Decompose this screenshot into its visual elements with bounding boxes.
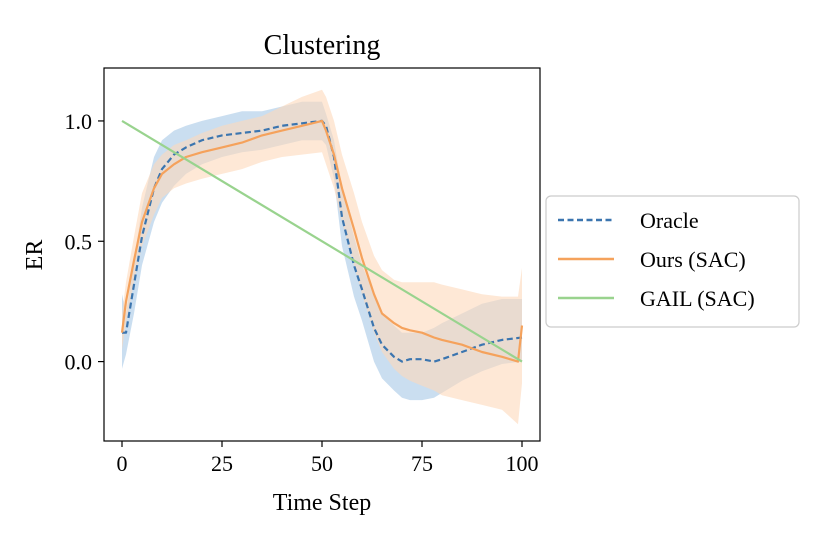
legend: Oracle Ours (SAC) GAIL (SAC) xyxy=(546,196,799,327)
chart-title: Clustering xyxy=(264,30,381,61)
x-axis-label: Time Step xyxy=(273,490,371,516)
y-tick-label: 0.0 xyxy=(65,350,93,375)
x-tick-label: 25 xyxy=(211,451,233,476)
x-tick-label: 50 xyxy=(311,451,333,476)
gail-sac-line xyxy=(122,121,522,362)
clustering-chart: Clustering 0 25 50 75 100 0.0 0.5 1.0 Time Ste… xyxy=(0,0,830,554)
x-tick-label: 0 xyxy=(117,451,128,476)
x-tick-label: 75 xyxy=(411,451,433,476)
x-tick-label: 100 xyxy=(506,451,539,476)
legend-label-oracle: Oracle xyxy=(640,208,699,233)
y-tick-label: 1.0 xyxy=(65,109,93,134)
y-tick-label: 0.5 xyxy=(65,229,93,254)
legend-label-gail-sac: GAIL (SAC) xyxy=(640,286,755,311)
x-axis-ticks: 0 25 50 75 100 xyxy=(117,441,539,476)
y-axis-label: ER xyxy=(22,240,48,271)
confidence-bands xyxy=(122,90,522,425)
series-lines xyxy=(122,121,522,362)
legend-label-ours-sac: Ours (SAC) xyxy=(640,247,746,272)
y-axis-ticks: 0.0 0.5 1.0 xyxy=(65,109,105,375)
